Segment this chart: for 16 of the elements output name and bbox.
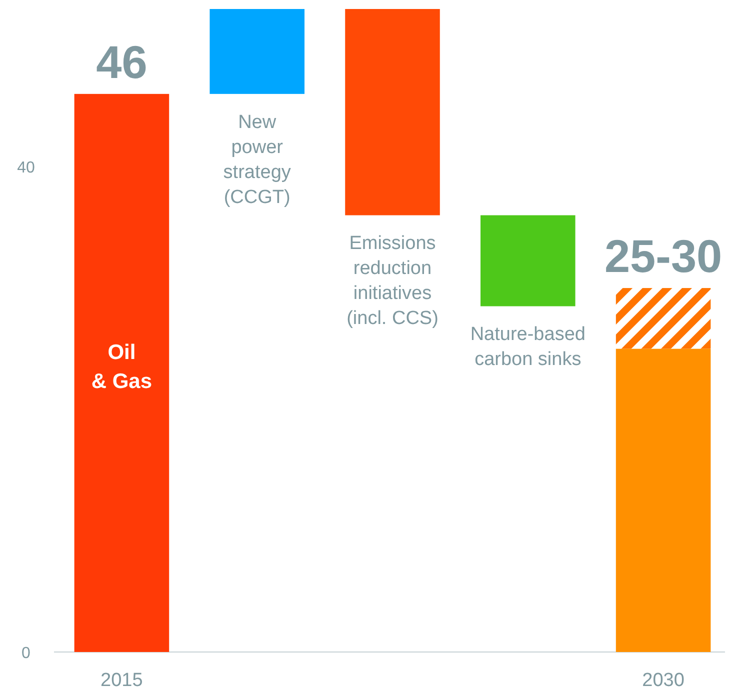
annotation: New power strategy (CCGT) <box>223 112 292 208</box>
bar <box>74 94 170 652</box>
bar <box>480 215 576 306</box>
bar <box>210 9 304 94</box>
y-tick-label: 0 <box>22 645 31 662</box>
x-tick-label: 2030 <box>642 670 684 689</box>
annotation: Emissions reduction initiatives (incl. CCS) <box>346 233 438 330</box>
data-label: 25-30 <box>604 230 722 282</box>
bar <box>616 348 711 652</box>
annotation: Oil & Gas <box>91 340 152 393</box>
y-tick-label: 40 <box>17 160 35 177</box>
bar <box>616 288 711 349</box>
bar <box>345 9 440 216</box>
x-tick-label: 2015 <box>100 670 143 689</box>
annotation: Nature-based carbon sinks <box>470 324 586 370</box>
data-label: 46 <box>96 36 148 88</box>
